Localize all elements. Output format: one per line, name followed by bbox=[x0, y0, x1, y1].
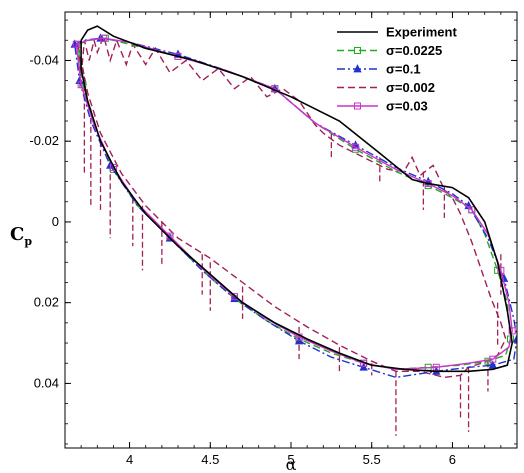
series-4 bbox=[72, 34, 516, 371]
legend-label-1: σ=0.0225 bbox=[386, 43, 442, 58]
series-4-marker-18 bbox=[489, 355, 497, 363]
y-tick-label-3: 0.02 bbox=[34, 295, 59, 310]
x-tick-label-0: 4 bbox=[126, 452, 133, 467]
legend-label-2: σ=0.1 bbox=[386, 62, 421, 77]
legend-item-0: Experiment bbox=[337, 25, 457, 40]
x-tick-label-1: 4.5 bbox=[201, 452, 219, 467]
x-tick-label-4: 6 bbox=[449, 452, 456, 467]
series-4-marker-8 bbox=[352, 143, 360, 151]
series-4-marker-2 bbox=[100, 34, 108, 42]
series-4-marker-12 bbox=[468, 206, 476, 214]
legend-item-2: σ=0.1 bbox=[337, 62, 421, 77]
series-2-marker-22 bbox=[359, 362, 368, 371]
y-axis-label: Cp bbox=[10, 224, 32, 248]
legend-item-4: σ=0.03 bbox=[337, 99, 428, 114]
series-4-marker-14 bbox=[497, 266, 505, 274]
y-tick-label-2: 0 bbox=[52, 214, 59, 229]
legend-label-0: Experiment bbox=[386, 25, 457, 40]
legend-label-4: σ=0.03 bbox=[386, 99, 428, 114]
series-2-marker-16 bbox=[512, 334, 517, 343]
series-3 bbox=[77, 33, 507, 436]
y-tick-label-4: 0.04 bbox=[34, 375, 59, 390]
series-4-marker-16 bbox=[508, 327, 516, 335]
series-4-marker-26 bbox=[231, 293, 238, 301]
plot-content bbox=[70, 25, 517, 436]
series-0 bbox=[80, 25, 514, 373]
legend: Experiment σ=0.0225 σ=0.1 σ=0.002 σ=0.03 bbox=[337, 25, 457, 114]
series-4-marker-20 bbox=[432, 363, 440, 371]
series-2-marker-18 bbox=[488, 360, 497, 369]
legend-marker-2 bbox=[353, 64, 362, 73]
legend-item-1: σ=0.0225 bbox=[337, 43, 442, 58]
y-axis: -0.04 -0.02 0 0.02 0.04 bbox=[29, 19, 517, 445]
legend-marker-4 bbox=[354, 102, 361, 110]
series-4-marker-0 bbox=[72, 40, 80, 48]
y-axis-label-subscript: p bbox=[24, 235, 32, 248]
series-1 bbox=[74, 34, 515, 371]
series-2-marker-24 bbox=[294, 336, 304, 345]
x-tick-label-2: 5 bbox=[287, 452, 294, 467]
x-tick-label-3: 5.5 bbox=[363, 452, 381, 467]
series-line-1 bbox=[77, 37, 512, 371]
legend-marker-1 bbox=[354, 47, 361, 54]
y-tick-label-1: -0.02 bbox=[29, 133, 59, 148]
series-line-0 bbox=[80, 25, 514, 373]
y-axis-label-main: C bbox=[10, 224, 24, 245]
series-line-3 bbox=[77, 33, 507, 379]
legend-label-3: σ=0.002 bbox=[386, 80, 435, 95]
legend-item-3: σ=0.002 bbox=[337, 80, 435, 95]
y-tick-label-0: -0.04 bbox=[29, 52, 59, 67]
x-axis: 4 4.5 5 5.5 6 bbox=[64, 12, 518, 467]
x-axis-label: α bbox=[286, 455, 297, 473]
